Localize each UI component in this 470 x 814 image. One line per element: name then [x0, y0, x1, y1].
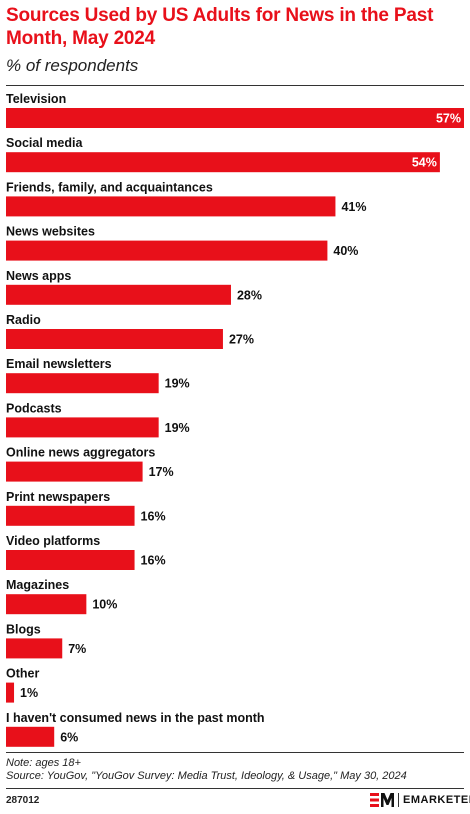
category-label: Friends, family, and acquaintances: [6, 180, 213, 194]
value-label: 54%: [412, 156, 437, 170]
chart-id: 287012: [6, 795, 40, 806]
logo-divider: [398, 793, 399, 807]
category-label: Television: [6, 92, 66, 106]
footer-rule: [6, 788, 464, 789]
category-label: Video platforms: [6, 534, 100, 548]
category-label: Social media: [6, 136, 83, 150]
emarketer-logo: EMARKETER: [370, 790, 470, 810]
chart-title: Sources Used by US Adults for News in th…: [6, 5, 434, 49]
bar: [6, 638, 63, 659]
value-label: 16%: [141, 554, 166, 568]
top-rule: [6, 85, 464, 86]
bar: [6, 461, 143, 482]
value-label: 6%: [60, 730, 78, 744]
value-label: 57%: [436, 112, 461, 126]
bar: [6, 240, 328, 261]
bar: [6, 726, 55, 747]
category-label: Blogs: [6, 622, 41, 636]
value-label: 40%: [333, 244, 358, 258]
value-label: 1%: [20, 686, 38, 700]
value-label: 19%: [165, 421, 190, 435]
category-label: Other: [6, 667, 39, 681]
value-label: 19%: [165, 377, 190, 391]
bottom-rule: [6, 752, 464, 753]
category-label: Podcasts: [6, 401, 62, 415]
em-logo-icon: [370, 793, 394, 807]
value-label: 41%: [341, 200, 366, 214]
source-note: Source: YouGov, "YouGov Survey: Media Tr…: [6, 770, 407, 782]
category-label: Online news aggregators: [6, 446, 155, 460]
value-label: 17%: [149, 465, 174, 479]
category-label: Print newspapers: [6, 490, 110, 504]
value-label: 10%: [92, 598, 117, 612]
category-label: Email newsletters: [6, 357, 112, 371]
category-label: Magazines: [6, 578, 69, 592]
value-label: 27%: [229, 333, 254, 347]
chart-subtitle: % of respondents: [6, 56, 139, 75]
category-label: News apps: [6, 269, 71, 283]
footnote: Note: ages 18+: [6, 757, 81, 769]
bar: [6, 550, 135, 570]
bar: [6, 329, 223, 349]
category-label: News websites: [6, 225, 95, 239]
value-label: 16%: [141, 509, 166, 523]
bar: [6, 417, 159, 438]
value-label: 28%: [237, 288, 262, 302]
bar: [6, 108, 464, 128]
brand-name: EMARKETER: [403, 794, 470, 806]
bar: [6, 505, 135, 526]
value-label: 7%: [68, 642, 86, 656]
category-label: Radio: [6, 313, 41, 327]
bar: [6, 682, 15, 703]
bar: [6, 284, 231, 305]
bar: [6, 594, 87, 615]
bar: [6, 373, 159, 394]
bar: [6, 196, 336, 217]
category-label: I haven't consumed news in the past mont…: [6, 711, 265, 725]
bar: [6, 152, 440, 173]
